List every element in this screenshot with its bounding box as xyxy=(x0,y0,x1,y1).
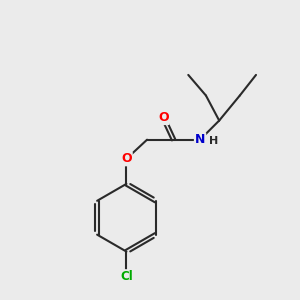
Text: O: O xyxy=(121,152,132,165)
Text: O: O xyxy=(158,111,169,124)
Text: H: H xyxy=(209,136,219,146)
Text: N: N xyxy=(195,133,205,146)
Text: Cl: Cl xyxy=(120,270,133,283)
